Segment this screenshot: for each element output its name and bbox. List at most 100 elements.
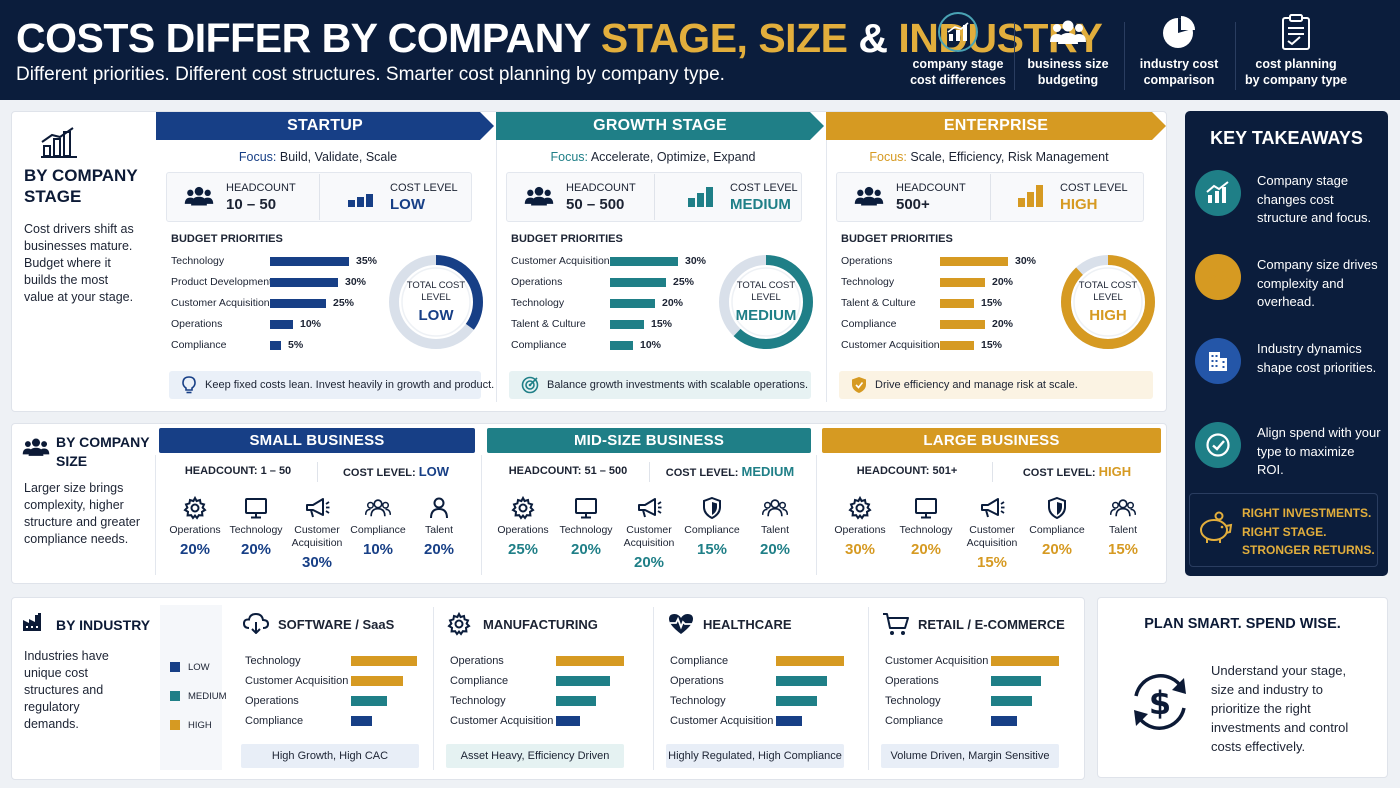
- gauge-caption: TOTAL COST LEVEL: [716, 280, 816, 304]
- focus-value: Build, Validate, Scale: [279, 150, 398, 164]
- priority-bar: [270, 320, 293, 329]
- people-icon: [854, 185, 884, 212]
- priority-bar: [610, 257, 678, 266]
- size-cost-item: Technology 20%: [558, 496, 614, 558]
- legend-swatch-medium: [170, 691, 180, 701]
- budget-priorities-heading: BUDGET PRIORITIES: [841, 233, 953, 245]
- plan-smart-title: PLAN SMART. SPEND WISE.: [1144, 616, 1341, 632]
- callout-box: [1189, 493, 1378, 567]
- industry-row-label: Operations: [245, 695, 299, 707]
- industry-level-bar: [351, 696, 387, 706]
- header-feature-size: business size budgeting: [1012, 10, 1124, 96]
- people-icon: [524, 185, 554, 212]
- priority-value: 25%: [673, 276, 695, 288]
- priority-bar: [940, 320, 985, 329]
- size-cost-item: Technology 20%: [228, 496, 284, 558]
- header-divider: [649, 462, 650, 482]
- stage-section-title: BY COMPANY STAGE: [24, 166, 138, 206]
- item-label: Talent: [424, 524, 454, 536]
- size-cost-item: Compliance 10%: [350, 496, 406, 558]
- size-cost-item: Operations 25%: [495, 496, 551, 558]
- cost-level-value: LOW: [418, 464, 450, 479]
- megaphone-icon: [289, 496, 345, 520]
- headcount-value: 500+: [896, 196, 930, 213]
- header-divider: [1014, 22, 1015, 90]
- piggy-bank-icon: [1197, 511, 1233, 550]
- size-cost-item: Technology 20%: [898, 496, 954, 558]
- industry-level-bar: [556, 716, 580, 726]
- priority-value: 25%: [333, 297, 355, 309]
- size-section-title: BY COMPANY SIZE: [56, 434, 150, 469]
- cart-icon: [882, 612, 910, 641]
- industry-row-label: Customer Acquisition: [670, 715, 774, 727]
- item-value: 20%: [179, 541, 211, 558]
- column-divider: [481, 455, 482, 575]
- item-value: 25%: [507, 541, 539, 558]
- priority-bar: [610, 278, 666, 287]
- cost-level-label: COST LEVEL: [390, 182, 458, 194]
- gauge-caption-line2: LEVEL: [1093, 292, 1123, 303]
- industry-tag: Highly Regulated, High Compliance: [666, 744, 844, 768]
- item-value: 15%: [696, 541, 728, 558]
- takeaway-text: Industry dynamics shape cost priorities.: [1257, 341, 1377, 375]
- legend-label: HIGH: [188, 720, 212, 731]
- item-value: 30%: [301, 554, 333, 571]
- shield-icon: [684, 496, 740, 520]
- bar-chart-icon: [938, 12, 978, 52]
- check-icon: [1205, 432, 1231, 458]
- headcount-label: HEADCOUNT:: [184, 465, 261, 477]
- gauge-caption-line2: LEVEL: [751, 292, 781, 303]
- gear-icon: [167, 496, 223, 520]
- size-cost-item: Compliance 20%: [1029, 496, 1085, 558]
- target-icon: [521, 376, 539, 394]
- focus-label: Focus:: [238, 150, 277, 164]
- headcount-label: HEADCOUNT:: [508, 465, 585, 477]
- item-value: 15%: [1107, 541, 1139, 558]
- industry-row-label: Technology: [670, 695, 726, 707]
- priority-bar: [270, 341, 281, 350]
- cost-level-value: HIGH: [1060, 196, 1098, 213]
- headcount-value: 1 – 50: [260, 465, 292, 477]
- takeaway-text: Company stage changes cost structure and…: [1257, 173, 1372, 225]
- people-icon: [747, 496, 803, 520]
- industry-row-label: Compliance: [885, 715, 944, 727]
- cost-level-icon: [686, 184, 716, 213]
- headcount-value: 10 – 50: [226, 196, 277, 213]
- size-cost-item: Customer Acquisition 20%: [621, 496, 677, 571]
- takeaway-icon-circle: [1195, 254, 1241, 300]
- size-cost-level: COST LEVEL: LOW: [317, 464, 475, 479]
- header-bar: [0, 0, 1400, 100]
- column-divider: [868, 607, 869, 770]
- priority-label: Technology: [171, 255, 225, 267]
- industry-title: RETAIL / E-COMMERCE: [918, 617, 1065, 632]
- item-value: 15%: [976, 554, 1008, 571]
- priority-value: 30%: [345, 276, 367, 288]
- gauge-caption-line1: TOTAL COST: [406, 280, 466, 291]
- size-cost-item: Compliance 15%: [684, 496, 740, 558]
- item-value: 20%: [1041, 541, 1073, 558]
- stage-banner-enterprise: ENTERPRISE: [826, 112, 1166, 140]
- callout-text: RIGHT INVESTMENTS. RIGHT STAGE. STRONGER R…: [1242, 506, 1375, 557]
- industry-section-description: Industries have unique cost structures a…: [24, 649, 109, 731]
- headcount-label: HEADCOUNT: [226, 182, 296, 194]
- headcount-label: HEADCOUNT: [896, 182, 966, 194]
- svg-text:$: $: [1149, 684, 1171, 722]
- key-takeaways-title: KEY TAKEAWAYS: [1210, 128, 1363, 148]
- priority-label: Talent & Culture: [511, 318, 586, 330]
- size-banner-mid-size-business: MID-SIZE BUSINESS: [487, 428, 811, 453]
- header-divider: [1235, 22, 1236, 90]
- gauge-value: LOW: [418, 307, 454, 324]
- focus-label: Focus:: [869, 150, 907, 164]
- stats-divider: [990, 174, 991, 220]
- industry-level-bar: [556, 696, 596, 706]
- item-value: 20%: [423, 541, 455, 558]
- takeaway-text: Company size drives complexity and overh…: [1257, 257, 1378, 309]
- priority-label: Talent & Culture: [841, 297, 916, 309]
- industry-tag: High Growth, High CAC: [241, 744, 419, 768]
- industry-row-label: Customer Acquisition: [245, 675, 349, 687]
- industry-level-bar: [351, 676, 403, 686]
- megaphone-icon: [964, 496, 1020, 520]
- gauge-value: MEDIUM: [735, 307, 797, 324]
- stage-section-description: Cost drivers shift as businesses mature.…: [24, 222, 134, 304]
- priority-bar: [940, 278, 985, 287]
